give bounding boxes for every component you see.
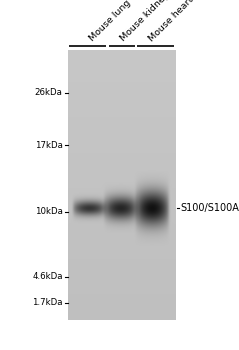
Text: 17kDa: 17kDa: [35, 141, 63, 150]
Text: 10kDa: 10kDa: [35, 207, 63, 216]
Text: Mouse kidney: Mouse kidney: [118, 0, 171, 43]
Text: 26kDa: 26kDa: [35, 88, 63, 97]
Text: 1.7kDa: 1.7kDa: [32, 298, 63, 307]
Text: 4.6kDa: 4.6kDa: [32, 272, 63, 281]
Text: Mouse heart: Mouse heart: [147, 0, 195, 43]
Text: S100/S100A1: S100/S100A1: [180, 203, 239, 213]
Text: Mouse lung: Mouse lung: [87, 0, 132, 43]
